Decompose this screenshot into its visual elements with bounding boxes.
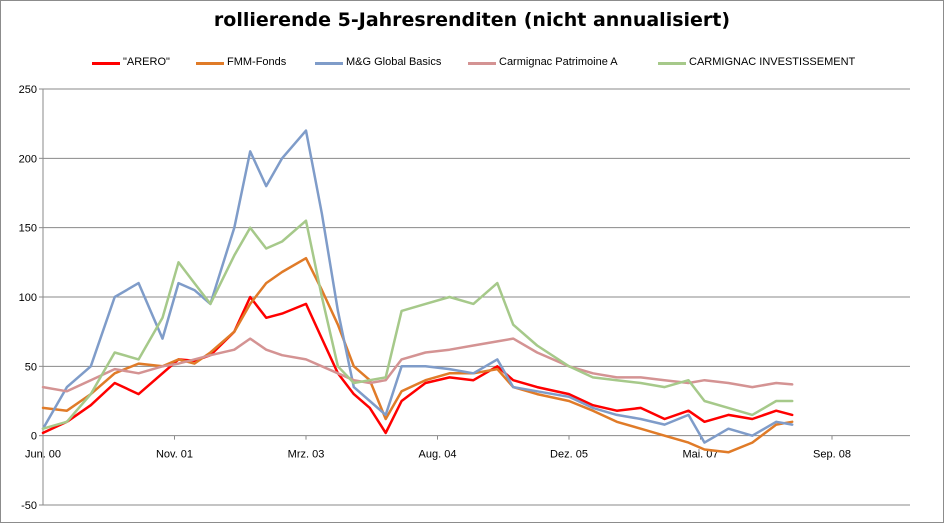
legend-swatch <box>315 62 343 65</box>
series-line <box>41 337 794 393</box>
x-tick-label: Jun. 00 <box>25 449 61 461</box>
series-lines <box>41 129 794 454</box>
y-tick-label: 0 <box>31 431 37 443</box>
y-tick-label: 50 <box>25 361 37 373</box>
x-tick-label: Sep. 08 <box>813 449 851 461</box>
series-line <box>41 219 794 430</box>
legend-label: Carmignac Patrimoine A <box>499 56 618 68</box>
legend-swatch <box>196 62 224 65</box>
legend-label: M&G Global Basics <box>346 56 442 68</box>
chart-title: rollierende 5-Jahresrenditen (nicht annu… <box>213 9 731 31</box>
x-tick-label: Dez. 05 <box>550 449 588 461</box>
x-tick-label: Mrz. 03 <box>288 449 325 461</box>
y-tick-label: 200 <box>19 153 37 165</box>
legend-label: "ARERO" <box>123 56 170 68</box>
x-tick-label: Nov. 01 <box>156 449 193 461</box>
x-tick-label: Aug. 04 <box>419 449 457 461</box>
y-tick-label: -50 <box>21 500 37 512</box>
grid-lines <box>43 88 910 506</box>
y-tick-label: 250 <box>19 84 37 96</box>
legend-swatch <box>468 62 496 65</box>
legend-label: FMM-Fonds <box>227 56 287 68</box>
legend-label: CARMIGNAC INVESTISSEMENT <box>689 56 856 68</box>
axes: -50 0 50 100 150 200 250 Jun. 00 Nov. 01 Mrz. 03 A… <box>19 84 910 512</box>
x-tick-label: Mai. 07 <box>682 449 718 461</box>
y-tick-label: 150 <box>19 223 37 235</box>
series-line <box>41 129 794 444</box>
legend: "ARERO" FMM-Fonds M&G Global Basics Carmign… <box>0 55 944 71</box>
series-line <box>41 256 794 454</box>
legend-swatch <box>92 62 120 65</box>
legend-swatch <box>658 62 686 65</box>
y-tick-label: 100 <box>19 292 37 304</box>
